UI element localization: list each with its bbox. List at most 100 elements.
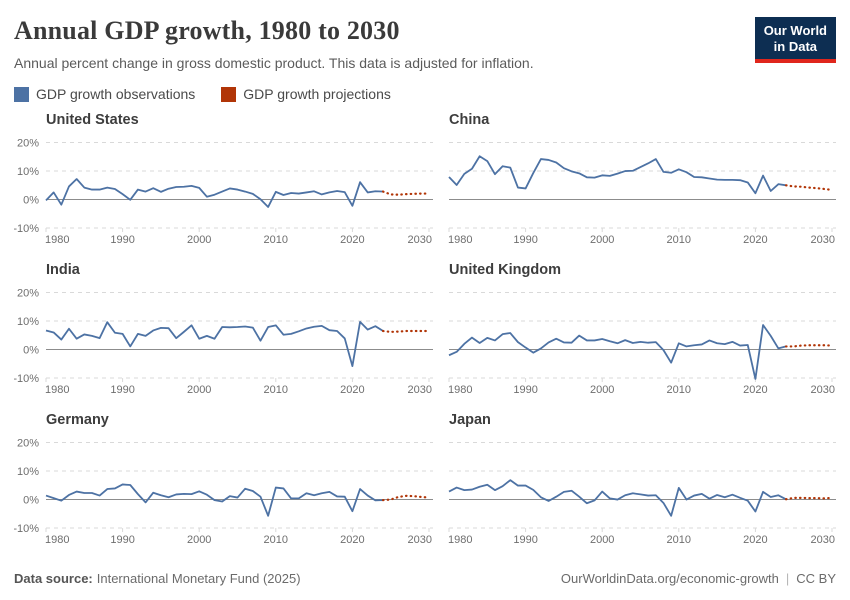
x-tick-label: 2020 [743,534,767,546]
y-tick-label: 20% [17,138,39,150]
x-tick-label: 2010 [264,384,288,396]
y-tick-label: 10% [17,316,39,328]
chart-india[interactable]: 20% 10% 0% -10% 1980 1990 2000 2010 2020 2030 [13,282,433,397]
x-tick-label: 2030 [811,534,835,546]
panel-japan: Japan 1980 1990 2000 2010 2020 2030 [447,402,836,552]
x-tick-label: 1980 [45,234,69,246]
legend-label: GDP growth observations [36,86,196,102]
x-tick-label: 1990 [513,384,537,396]
projections-line [381,329,431,333]
panel-title-united-states: United States [46,112,139,128]
owid-logo-line2: in Data [773,38,818,54]
panel-title-united-kingdom: United Kingdom [449,262,561,278]
x-tick-label: 2030 [408,534,432,546]
y-tick-label: 0% [23,495,39,507]
chart-united-kingdom[interactable]: 1980 1990 2000 2010 2020 2030 [447,282,836,397]
y-tick-label: 20% [17,438,39,450]
x-tick-label: 1990 [513,534,537,546]
y-tick-label: 0% [23,195,39,207]
x-tick-label: 2020 [340,234,364,246]
x-tick-label: 2000 [590,234,614,246]
footer-right: OurWorldinData.org/economic-growth | CC BY [561,571,836,586]
panel-germany: Germany 20% 10% 0% -10% 1980 1990 2000 2010 2020 2… [13,402,433,552]
projections-line [381,190,431,196]
x-tick-label: 2010 [667,384,691,396]
chart-germany[interactable]: 20% 10% 0% -10% 1980 1990 2000 2010 2020 2030 [13,432,433,547]
x-tick-label: 2030 [408,234,432,246]
panel-china: China 1980 1990 2000 2010 2020 2030 [447,102,836,252]
panel-title-india: India [46,262,80,278]
chart-panels-grid: United States 20% 10% 0% -10% 1980 1990 2000 201… [13,102,836,552]
x-tick-label: 2000 [590,384,614,396]
x-tick-label: 2030 [811,234,835,246]
observations-line [448,324,787,380]
x-tick-label: 2000 [187,234,211,246]
chart-japan[interactable]: 1980 1990 2000 2010 2020 2030 [447,432,836,547]
observations-line [45,321,384,367]
projections-line [784,496,834,501]
data-source-label: Data source: [14,570,93,586]
panel-title-germany: Germany [46,412,109,428]
panel-united-states: United States 20% 10% 0% -10% 1980 1990 2000 201… [13,102,433,252]
x-tick-label: 2010 [264,234,288,246]
owid-logo-line1: Our World [763,23,827,38]
x-tick-label: 2020 [743,384,767,396]
x-tick-label: 1980 [448,384,472,396]
x-tick-label: 1980 [448,234,472,246]
x-tick-label: 1990 [110,234,134,246]
data-source: Data source: International Monetary Fund … [14,571,301,586]
x-tick-label: 2030 [811,384,835,396]
legend: GDP growth observations GDP growth projec… [14,86,836,102]
x-tick-label: 1980 [448,534,472,546]
panel-india: India 20% 10% 0% -10% 1980 1990 2000 2010 2020 203… [13,252,433,402]
observations-line [45,178,384,208]
legend-label: GDP growth projections [243,86,391,102]
x-tick-label: 1980 [45,534,69,546]
x-tick-label: 2020 [340,534,364,546]
observations-line [45,483,384,517]
x-tick-label: 2020 [340,384,364,396]
footer-divider: | [785,570,790,586]
y-tick-label: 0% [23,345,39,357]
y-tick-label: 10% [17,466,39,478]
legend-swatch-icon [221,86,237,102]
projections-line [381,494,431,502]
x-tick-label: 2010 [667,234,691,246]
chart-china[interactable]: 1980 1990 2000 2010 2020 2030 [447,132,836,247]
x-tick-label: 2020 [743,234,767,246]
panel-title-china: China [449,112,490,128]
chart-header: Annual GDP growth, 1980 to 2030 Annual p… [14,12,836,71]
legend-item-projections: GDP growth projections [221,86,391,102]
license-link[interactable]: CC BY [796,570,836,586]
chart-subtitle: Annual percent change in gross domestic … [14,55,534,71]
x-tick-label: 2030 [408,384,432,396]
x-tick-label: 2010 [667,534,691,546]
y-tick-label: -10% [14,223,39,235]
x-tick-label: 2010 [264,534,288,546]
x-tick-label: 2000 [590,534,614,546]
panel-united-kingdom: United Kingdom 1980 1990 2000 2010 2020 2030 [447,252,836,402]
x-tick-label: 2000 [187,384,211,396]
panel-title-japan: Japan [449,412,491,428]
observations-line [448,155,787,195]
x-tick-label: 1990 [110,534,134,546]
owid-url-link[interactable]: OurWorldinData.org/economic-growth [560,570,779,586]
y-tick-label: 10% [17,166,39,178]
x-tick-label: 1990 [110,384,134,396]
data-source-value: International Monetary Fund (2025) [96,570,301,586]
chart-footer: Data source: International Monetary Fund … [0,556,850,600]
y-tick-label: -10% [14,523,39,535]
x-tick-label: 1980 [45,384,69,396]
x-tick-label: 2000 [187,534,211,546]
owid-logo[interactable]: Our World in Data [754,17,836,64]
x-tick-label: 1990 [513,234,537,246]
projections-line [784,344,834,348]
chart-united-states[interactable]: 20% 10% 0% -10% 1980 1990 2000 2010 2020 2030 [13,132,433,247]
legend-swatch-icon [14,86,29,102]
page-title: Annual GDP growth, 1980 to 2030 [14,16,400,45]
projections-line [784,184,834,191]
y-tick-label: -10% [14,373,39,385]
legend-item-observations: GDP growth observations [14,86,195,102]
y-tick-label: 20% [17,288,39,300]
